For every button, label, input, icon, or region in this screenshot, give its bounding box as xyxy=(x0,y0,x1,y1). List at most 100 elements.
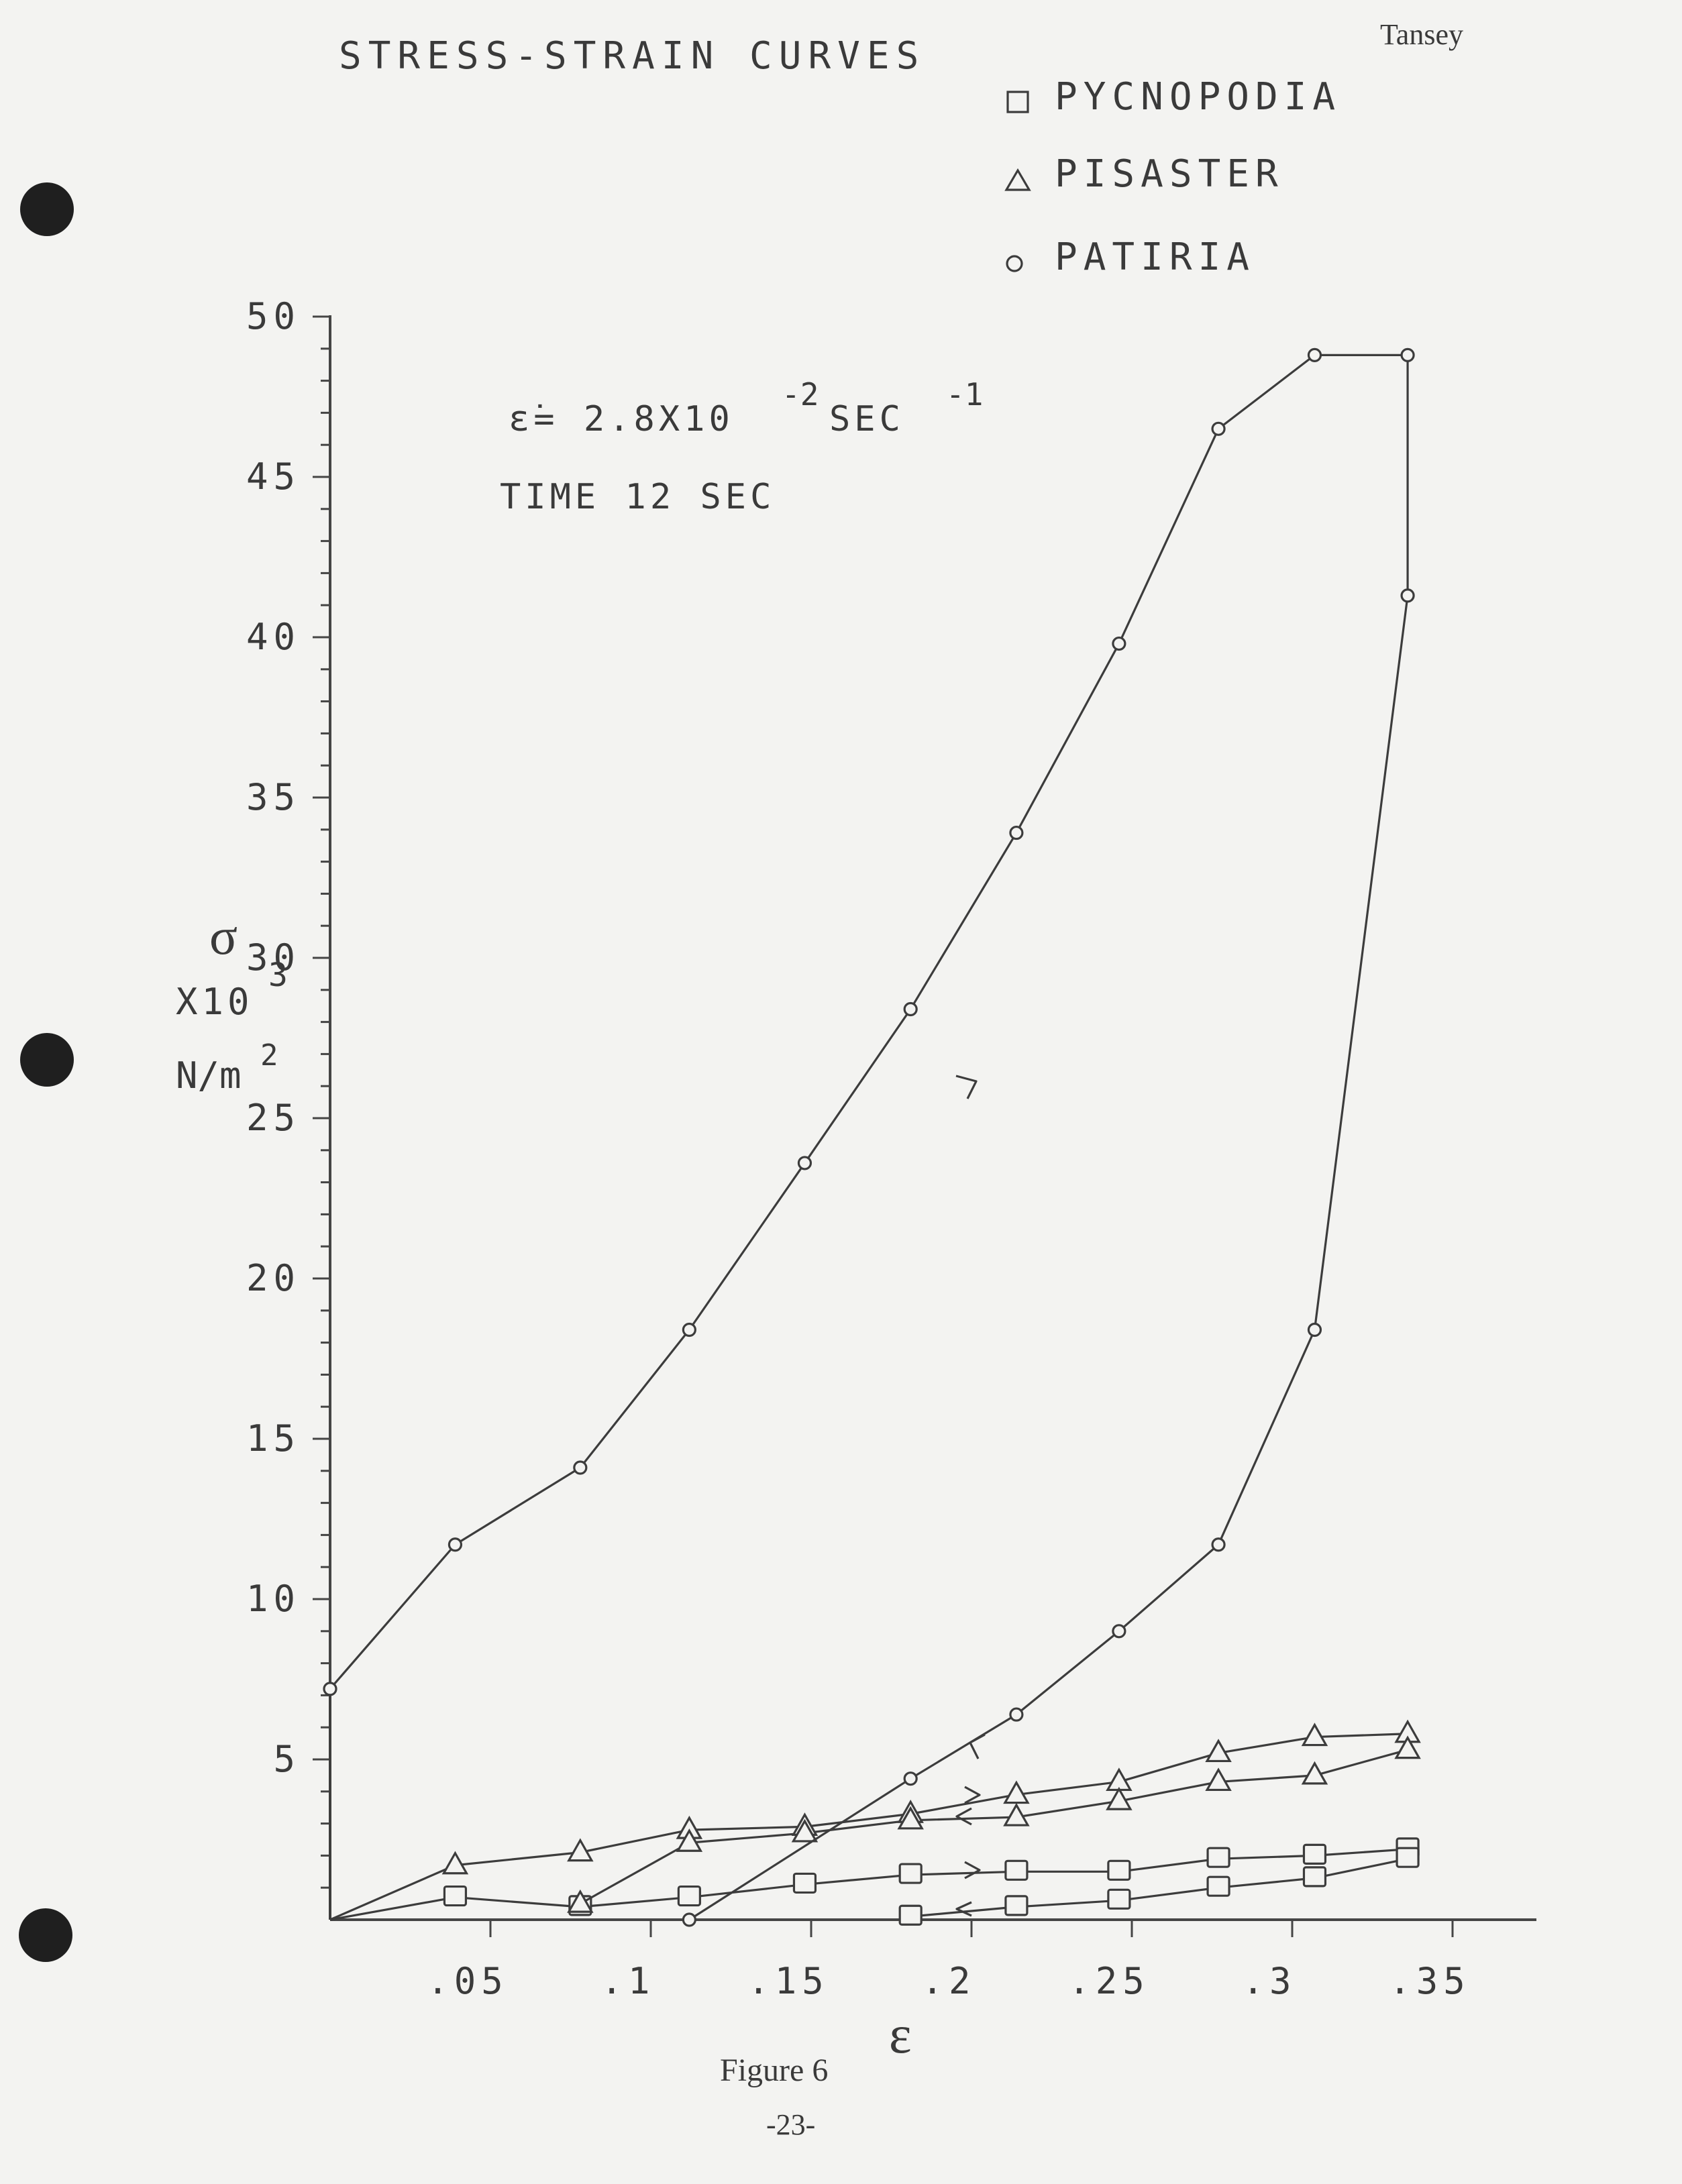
legend-square-icon xyxy=(1006,91,1029,113)
pycnopodia-point xyxy=(1302,1866,1327,1888)
pisaster-point xyxy=(1205,1767,1232,1792)
pisaster-point xyxy=(791,1818,819,1843)
patiria-point xyxy=(1112,636,1126,651)
pycnopodia-point xyxy=(1206,1847,1230,1868)
patiria-point xyxy=(448,1537,463,1552)
arrow-patiria-loading xyxy=(955,1075,978,1099)
pisaster-point xyxy=(676,1828,703,1852)
legend-triangle-icon xyxy=(1004,168,1031,191)
patiria-point xyxy=(1009,825,1024,840)
patiria-point xyxy=(1211,421,1226,436)
binder-hole-middle xyxy=(20,1033,74,1087)
pycnopodia-curve xyxy=(329,1848,1409,1921)
series-patiria xyxy=(323,347,1415,1927)
patiria-point xyxy=(1400,347,1415,362)
y-tick-label: 10 xyxy=(246,1578,301,1620)
pycnopodia-point xyxy=(898,1904,923,1926)
pisaster-point xyxy=(1106,1786,1133,1810)
pycnopodia-point xyxy=(1004,1895,1029,1916)
pisaster-point xyxy=(1003,1780,1030,1804)
pycnopodia-point xyxy=(1302,1843,1327,1865)
patiria-point xyxy=(903,1001,918,1017)
figure-caption: Figure 6 xyxy=(720,2053,828,2088)
strain-rate-annotation: ε̇= 2.8X10 -2 SEC -1 xyxy=(509,376,983,439)
legend-label-pycnopodia: PYCNOPODIA xyxy=(1055,75,1341,119)
arrow-patiria-unloading xyxy=(969,1733,986,1759)
series-pycnopodia xyxy=(329,1837,1420,1926)
binder-hole-bottom xyxy=(19,1908,72,1962)
y-axis-factor-exponent: 3 xyxy=(268,957,288,994)
pisaster-point xyxy=(1205,1739,1232,1763)
pycnopodia-point xyxy=(443,1885,468,1907)
x-tick-label: .15 xyxy=(747,1960,829,2002)
strain-rate-exponent: -2 xyxy=(782,376,819,413)
x-tick-label: .2 xyxy=(921,1960,976,2002)
pisaster-point xyxy=(1003,1802,1030,1826)
patiria-curve xyxy=(329,353,1409,1921)
pycnopodia-point xyxy=(792,1872,817,1894)
y-axis-unit-exponent: 2 xyxy=(260,1038,278,1073)
arrow-pisaster-loading xyxy=(964,1786,981,1804)
x-axis-label: ε xyxy=(889,2006,912,2065)
strain-rate-value: ε̇= 2.8X10 xyxy=(509,399,734,439)
pycnopodia-point xyxy=(677,1885,701,1907)
patiria-point xyxy=(903,1771,918,1786)
patiria-point xyxy=(573,1460,588,1475)
arrow-pycnopodia-unloading xyxy=(955,1901,972,1917)
y-tick-label: 35 xyxy=(246,776,301,818)
patiria-point xyxy=(323,1682,337,1696)
strain-rate-unit-exponent: -1 xyxy=(946,376,983,413)
pisaster-point xyxy=(897,1806,924,1830)
legend: PYCNOPODIA PISASTER PATIRIA xyxy=(1004,75,1341,279)
x-tick-label: .05 xyxy=(427,1960,509,2002)
pycnopodia-point xyxy=(1004,1859,1029,1881)
pycnopodia-point xyxy=(1206,1875,1230,1897)
y-tick-label: 50 xyxy=(246,295,301,337)
x-tick-label: .25 xyxy=(1068,1960,1150,2002)
time-annotation: TIME 12 SEC xyxy=(500,477,775,517)
patiria-point xyxy=(1400,588,1415,603)
patiria-point xyxy=(1307,347,1322,362)
x-axis-ticks: .05 .1 .15 .2 .25 .3 .35 xyxy=(427,1920,1471,2002)
legend-label-patiria: PATIRIA xyxy=(1055,235,1255,279)
patiria-point xyxy=(1211,1537,1226,1552)
y-axis-factor: X10 xyxy=(176,981,254,1023)
y-axis-label: σ X10 3 N/m 2 xyxy=(176,907,288,1097)
author-name: Tansey xyxy=(1380,18,1463,51)
pisaster-curve xyxy=(329,1733,1409,1921)
patiria-point xyxy=(797,1156,812,1170)
y-axis-unit: N/m xyxy=(176,1054,242,1097)
series-pisaster xyxy=(329,1719,1421,1921)
y-tick-label: 15 xyxy=(246,1417,301,1460)
x-tick-label: .35 xyxy=(1389,1960,1471,2002)
plot-area xyxy=(323,347,1421,1927)
strain-rate-unit: SEC xyxy=(829,399,904,439)
legend-circle-icon xyxy=(1006,255,1023,272)
y-tick-label: 30 xyxy=(246,936,301,979)
pisaster-point xyxy=(1394,1735,1421,1759)
direction-arrows xyxy=(955,1075,986,1917)
x-tick-label: .1 xyxy=(600,1960,655,2002)
pisaster-point xyxy=(567,1889,594,1913)
patiria-point xyxy=(682,1322,696,1337)
y-tick-label: 45 xyxy=(246,455,301,498)
legend-label-pisaster: PISASTER xyxy=(1055,152,1284,196)
pisaster-point xyxy=(1301,1761,1328,1785)
y-tick-label: 20 xyxy=(246,1257,301,1299)
y-axis-ticks: 5 10 15 20 25 30 35 40 45 50 xyxy=(246,295,330,1780)
patiria-point xyxy=(1009,1707,1024,1722)
chart-title: STRESS-STRAIN CURVES xyxy=(339,34,925,78)
pisaster-point xyxy=(567,1838,594,1862)
y-tick-label: 5 xyxy=(273,1738,301,1780)
pisaster-point xyxy=(1301,1723,1328,1747)
binder-hole-top xyxy=(20,182,74,236)
pycnopodia-point xyxy=(1107,1888,1131,1910)
y-axis-symbol: σ xyxy=(209,907,238,965)
patiria-point xyxy=(682,1912,696,1927)
pycnopodia-point xyxy=(898,1863,923,1884)
y-tick-label: 25 xyxy=(246,1097,301,1139)
patiria-point xyxy=(1307,1322,1322,1337)
arrow-pycnopodia-loading xyxy=(964,1861,981,1879)
y-tick-label: 40 xyxy=(246,616,301,658)
